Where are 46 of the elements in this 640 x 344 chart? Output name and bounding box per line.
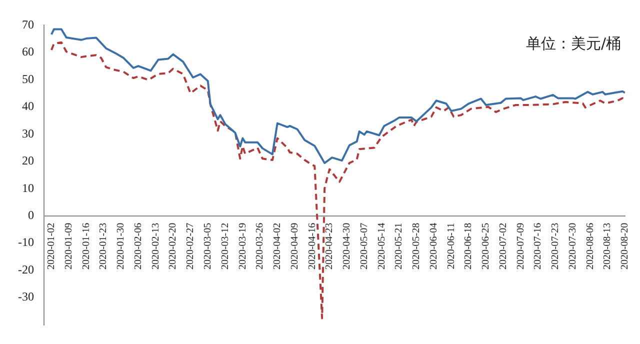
x-tick-label: 2020-06-25 xyxy=(480,222,492,270)
x-tick-label: 2020-01-23 xyxy=(98,222,110,270)
x-tick-label: 2020-02-13 xyxy=(150,222,162,270)
x-tick-label: 2020-03-05 xyxy=(202,222,214,270)
x-tick-label: 2020-02-27 xyxy=(185,222,196,270)
x-tick-label: 2020-07-09 xyxy=(515,222,526,270)
x-tick-label: 2020-03-19 xyxy=(237,222,248,270)
x-tick-label: 2020-03-12 xyxy=(220,222,231,270)
x-tick-label: 2020-01-16 xyxy=(80,222,92,270)
x-tick-label: 2020-05-21 xyxy=(394,222,405,270)
y-tick-label: 70 xyxy=(22,17,34,32)
x-tick-label: 2020-07-16 xyxy=(532,222,544,270)
y-tick-label: -30 xyxy=(18,290,34,304)
x-tick-label: 2020-05-28 xyxy=(411,222,422,270)
x-tick-label: 2020-08-20 xyxy=(620,222,631,270)
x-tick-label: 2020-05-14 xyxy=(376,222,388,270)
y-tick-label: 50 xyxy=(22,72,34,86)
x-tick-label: 2020-01-09 xyxy=(63,222,74,270)
x-tick-label: 2020-04-02 xyxy=(272,222,284,270)
x-tick-label: 2020-02-06 xyxy=(132,222,144,270)
x-tick-label: 2020-08-13 xyxy=(602,222,614,270)
annotation: 单位：美元/桶 xyxy=(526,34,621,53)
x-tick-label: 2020-07-02 xyxy=(498,222,509,270)
x-tick-label: 2020-01-02 xyxy=(46,222,58,270)
y-tick-label: 30 xyxy=(22,126,34,140)
x-tick-label: 2020-02-20 xyxy=(168,222,179,270)
x-tick-label: 2020-05-07 xyxy=(358,222,370,270)
x-tick-label: 2020-07-23 xyxy=(550,222,562,270)
x-tick-label: 2020-06-04 xyxy=(428,222,440,270)
y-tick-label: 40 xyxy=(22,99,34,114)
y-tick-label: 60 xyxy=(22,44,34,59)
y-tick-label: 0 xyxy=(28,208,34,222)
x-tick-label: 2020-03-26 xyxy=(254,222,266,270)
y-tick-label: 20 xyxy=(22,154,34,168)
x-tick-label: 2020-04-30 xyxy=(342,222,353,270)
x-tick-label: 2020-06-11 xyxy=(446,222,457,270)
x-tick-label: 2020-01-30 xyxy=(116,222,127,270)
y-tick-label: -10 xyxy=(18,235,34,250)
x-tick-label: 2020-04-16 xyxy=(306,222,318,270)
x-tick-label: 2020-04-09 xyxy=(289,222,300,270)
x-tick-label: 2020-08-06 xyxy=(584,222,596,270)
x-tick-label: 2020-04-23 xyxy=(324,222,336,270)
y-tick-label: 10 xyxy=(22,180,34,195)
x-tick-label: 2020-07-30 xyxy=(567,222,578,270)
x-tick-label: 2020-06-18 xyxy=(463,222,474,270)
y-tick-label: -20 xyxy=(18,262,34,276)
